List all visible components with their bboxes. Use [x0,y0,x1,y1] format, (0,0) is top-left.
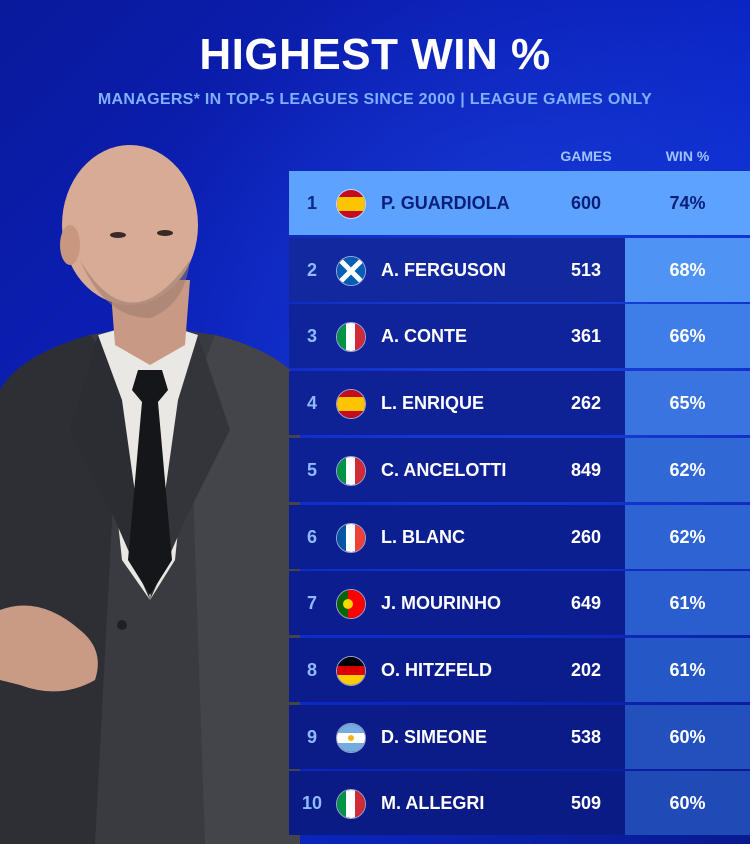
win-cell-background [625,304,750,369]
win-percentage: 62% [669,459,706,480]
italy-flag-icon [336,455,366,486]
rank-number: 10 [301,793,323,814]
table-row: 6 L. BLANC 260 62% [289,504,750,569]
win-percentage: 68% [669,259,706,280]
manager-name: M. ALLEGRI [381,793,485,814]
rank-number: 6 [306,526,317,547]
table-row: 4 L. ENRIQUE 262 65% [289,371,750,436]
germany-flag-icon [336,655,366,686]
win-cell-background [625,771,750,836]
rank-number: 5 [306,459,317,480]
win-percentage: 61% [669,593,706,614]
manager-name: P. GUARDIOLA [381,193,510,213]
italy-flag-icon [336,322,366,353]
page-subtitle: MANAGERS* IN TOP-5 LEAGUES SINCE 2000 | … [97,91,653,108]
win-percentage: 61% [669,659,706,680]
games-value: 260 [570,526,602,547]
games-value: 649 [570,593,602,614]
games-value: 509 [570,793,602,814]
manager-name: O. HITZFELD [381,659,492,680]
win-cell-background [625,237,750,302]
games-value: 849 [570,459,602,480]
column-header-win: WIN % [665,148,710,164]
manager-name: D. SIMEONE [381,726,488,747]
games-value: 202 [570,659,602,680]
win-percentage: 65% [669,393,706,414]
france-flag-icon [336,522,366,553]
manager-name: L. ENRIQUE [381,393,485,414]
win-percentage: 60% [669,726,706,747]
win-cell-background [625,504,750,569]
spain-flag-icon [336,189,366,219]
italy-flag-icon [336,789,366,820]
win-cell-background [625,571,750,636]
win-cell-background [625,637,750,702]
table-row: 10 M. ALLEGRI 509 60% [289,771,750,836]
manager-name: L. BLANC [381,526,465,547]
rank-number: 9 [306,726,317,747]
win-percentage: 60% [669,793,706,814]
table-row: 9 D. SIMEONE 538 60% [289,704,750,769]
spain-flag-icon [336,389,366,420]
manager-name: C. ANCELOTTI [381,459,507,480]
table-row: 3 A. CONTE 361 66% [289,304,750,369]
win-percentage: 66% [669,326,706,347]
win-cell-background [625,371,750,436]
ranking-table: GAMES WIN % 1 P. GUARDIOLA 600 74% 2 A. FERGU… [289,140,750,844]
manager-name: A. CONTE [381,326,468,347]
rank-number: 2 [306,259,317,280]
scotland-flag-icon [336,255,366,286]
portugal-flag-icon [336,589,366,620]
rank-number: 8 [306,659,317,680]
argentina-flag-icon [336,722,366,753]
column-header-games: GAMES [560,148,612,164]
games-value: 361 [570,326,602,347]
manager-photo [0,145,300,844]
manager-name: A. FERGUSON [381,259,507,280]
rank-number: 4 [306,393,317,414]
manager-name: J. MOURINHO [381,593,502,614]
rank-number: 3 [306,326,317,347]
win-percentage: 62% [669,526,706,547]
page-title: HIGHEST WIN % [199,30,551,79]
games-value: 600 [570,193,602,213]
games-value: 513 [570,259,602,280]
rank-number: 7 [306,593,317,614]
rank-number: 1 [306,193,317,213]
table-row: 5 C. ANCELOTTI 849 62% [289,437,750,502]
win-cell-background [625,437,750,502]
table-row: 8 O. HITZFELD 202 61% [289,637,750,702]
table-row: 7 J. MOURINHO 649 61% [289,571,750,636]
table-row: 2 A. FERGUSON 513 68% [289,237,750,302]
win-cell-background [625,704,750,769]
table-row: 1 P. GUARDIOLA 600 74% [289,171,750,235]
win-percentage: 74% [669,193,706,213]
games-value: 538 [570,726,602,747]
games-value: 262 [570,393,602,414]
